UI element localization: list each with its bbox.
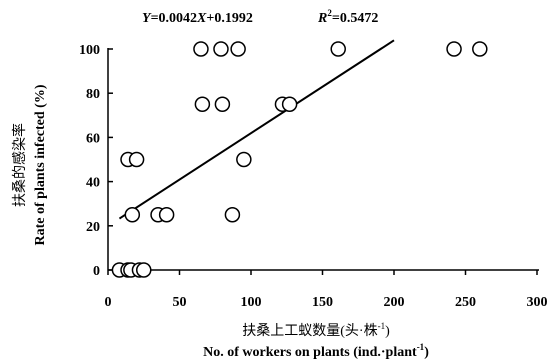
x-tick-label: 50 — [173, 295, 187, 310]
y-tick-label: 20 — [86, 220, 100, 235]
y-tick-label: 80 — [86, 87, 100, 102]
x-tick-label: 0 — [105, 295, 112, 310]
data-point — [236, 151, 252, 168]
data-point — [330, 41, 346, 57]
x-ticks: 0 50 100 150 200 250 300 — [105, 270, 548, 310]
data-point — [214, 96, 231, 112]
x-tick-label: 200 — [384, 295, 405, 310]
y-axis-title-en: Rate of plants infected (%) — [33, 84, 48, 245]
data-point — [446, 41, 462, 57]
r-squared: R2=0.5472 — [317, 8, 378, 26]
data-point — [281, 96, 298, 112]
data-point — [194, 96, 211, 112]
y-tick-label: 100 — [79, 43, 100, 58]
regression-line — [118, 39, 395, 220]
data-point — [136, 262, 152, 278]
x-axis-title-en: No. of workers on plants (ind.·plant-1) — [203, 342, 429, 360]
x-tick-label: 100 — [241, 295, 262, 310]
regression-equation: Y=0.0042X+0.1992 — [142, 11, 253, 26]
x-tick-label: 300 — [527, 295, 548, 310]
x-tick-label: 150 — [312, 295, 333, 310]
y-tick-label: 60 — [86, 131, 100, 146]
data-point — [472, 41, 488, 57]
y-tick-label: 0 — [93, 264, 100, 279]
data-point — [224, 207, 241, 223]
data-point — [193, 41, 209, 57]
data-point — [230, 41, 246, 57]
y-tick-label: 40 — [86, 176, 100, 191]
x-axis-title-cn: 扶桑上工蚁数量(头·株-1) — [242, 321, 390, 339]
y-ticks: 0 20 40 60 80 100 — [79, 43, 113, 279]
x-tick-label: 250 — [455, 295, 476, 310]
data-point — [128, 151, 145, 168]
data-points — [111, 41, 488, 278]
data-point — [158, 207, 175, 223]
data-point — [124, 207, 141, 223]
y-axis-title-cn: 扶桑的感染率 — [11, 123, 28, 207]
data-point — [213, 41, 229, 57]
